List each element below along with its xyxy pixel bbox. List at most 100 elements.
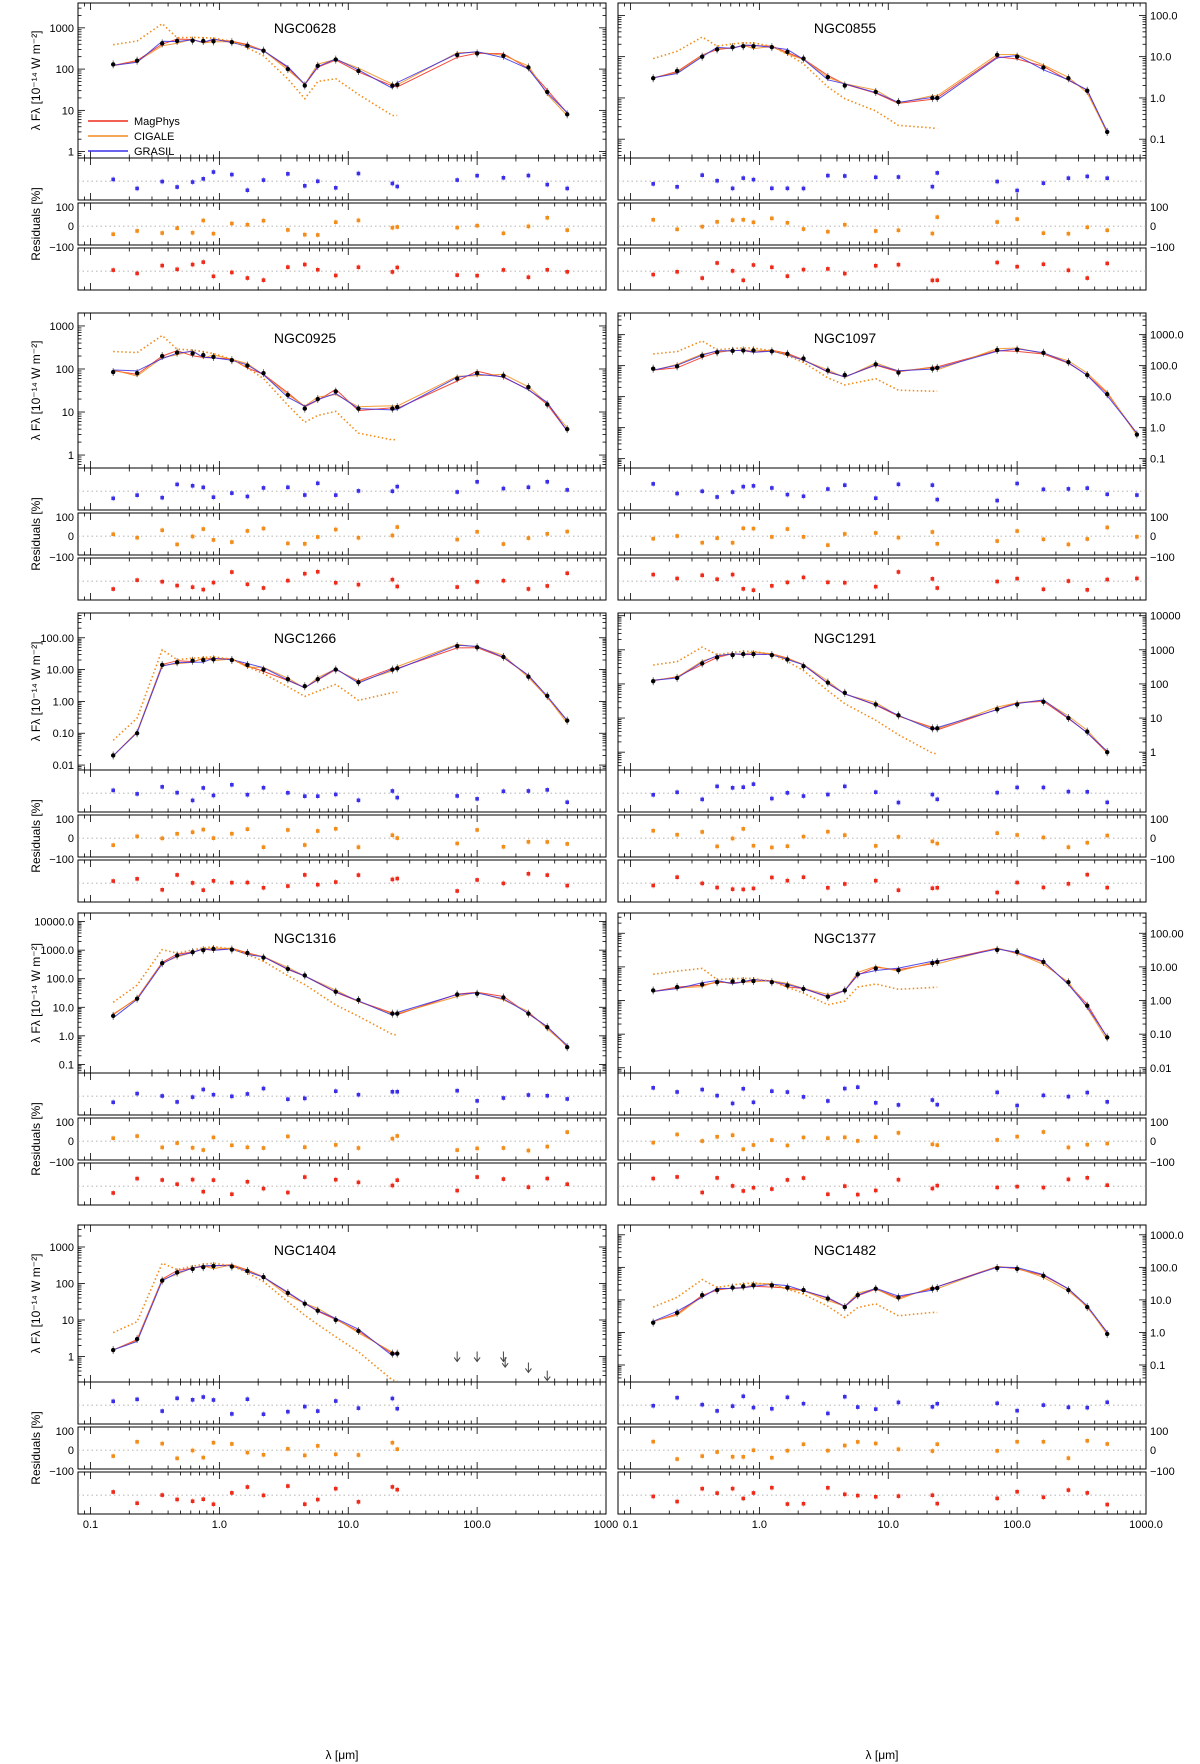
observed-flux-point xyxy=(454,643,460,649)
observed-flux-point xyxy=(801,356,806,361)
residual-point xyxy=(545,873,550,877)
observed-flux-point xyxy=(245,950,250,956)
residual-point xyxy=(675,491,679,496)
residual-frame xyxy=(77,1117,607,1161)
residual-point xyxy=(211,231,216,236)
observed-flux-point xyxy=(1014,702,1020,707)
residual-point xyxy=(565,883,570,888)
residual-point xyxy=(475,529,479,534)
observed-flux-point xyxy=(699,353,705,358)
observed-flux-point xyxy=(526,1011,531,1016)
residual-point xyxy=(675,1090,679,1094)
residual-point xyxy=(245,827,250,831)
residual-point xyxy=(315,481,320,486)
residual-point xyxy=(190,881,195,885)
residual-point xyxy=(211,836,216,840)
galaxy-title: NGC0925 xyxy=(274,330,336,346)
residual-point xyxy=(715,885,719,890)
residual-point xyxy=(770,216,774,221)
observed-flux-point xyxy=(201,657,206,663)
observed-flux-point xyxy=(873,966,878,971)
residual-point xyxy=(395,484,400,489)
residual-point xyxy=(395,1089,400,1094)
residual-point xyxy=(855,1192,860,1197)
observed-flux-point xyxy=(1085,1003,1090,1008)
residual-point xyxy=(390,270,395,274)
grasil-model-line xyxy=(112,948,568,1046)
residual-point xyxy=(526,275,531,280)
observed-flux-point xyxy=(545,693,550,699)
residual-point xyxy=(286,485,290,490)
sed-plot-frame xyxy=(617,312,1147,469)
residual-point xyxy=(211,1135,216,1140)
sed-panel-NGC1266: NGC1266 0.01 0.10 1.00 10.00 100.00 xyxy=(40,612,607,772)
cigale-model-line xyxy=(113,350,568,429)
residual-point xyxy=(896,535,901,540)
residual-tick-label: 100 xyxy=(56,202,74,214)
residual-point xyxy=(261,1186,266,1191)
cigale-model-line xyxy=(112,947,568,1047)
residual-point xyxy=(801,494,806,499)
residual-point xyxy=(1015,880,1019,885)
residual-point xyxy=(1085,840,1090,845)
residual-point xyxy=(873,229,878,233)
observed-flux-point xyxy=(315,396,320,402)
residual-tick-label: 0 xyxy=(1150,221,1156,233)
residual-point xyxy=(286,884,290,888)
residual-point xyxy=(390,833,395,838)
residual-point xyxy=(455,225,459,230)
residual-point xyxy=(390,225,395,230)
residual-point xyxy=(651,883,655,888)
residual-point xyxy=(475,1175,479,1179)
observed-flux-point xyxy=(751,978,756,984)
y-tick-label: 1.0 xyxy=(59,1031,74,1043)
residual-point xyxy=(896,888,901,892)
residual-point xyxy=(751,177,756,182)
residual-point xyxy=(842,1184,847,1188)
residual-point xyxy=(1105,1183,1110,1188)
observed-flux-point xyxy=(333,389,338,394)
legend-label-magphys: MagPhys xyxy=(134,116,180,128)
residual-point xyxy=(302,1175,307,1179)
residual-point xyxy=(315,882,320,887)
residual-point xyxy=(896,482,901,487)
observed-flux-point xyxy=(1105,129,1110,135)
residual-point xyxy=(455,537,459,542)
observed-flux-point xyxy=(110,1013,116,1019)
residual-point xyxy=(1105,525,1110,530)
residual-point xyxy=(730,490,735,494)
residual-point xyxy=(501,1146,506,1150)
observed-flux-point xyxy=(896,967,901,973)
residual-point xyxy=(135,792,139,796)
residual-point xyxy=(651,1086,655,1090)
residual-point xyxy=(715,536,719,540)
observed-flux-point xyxy=(190,351,195,356)
residual-point xyxy=(1066,176,1071,180)
residual-frame xyxy=(77,512,607,556)
residual-tick-label: −100 xyxy=(1150,1157,1175,1169)
residual-point xyxy=(190,180,195,184)
residual-point xyxy=(302,262,307,267)
residual-point xyxy=(675,576,679,581)
residual-point xyxy=(1015,785,1019,790)
residual-point xyxy=(315,179,320,184)
model-curves xyxy=(653,947,1108,1041)
residual-point xyxy=(501,578,506,583)
residual-point xyxy=(1085,872,1090,877)
residual-point xyxy=(160,887,164,892)
observed-flux-point xyxy=(454,52,460,58)
residual-point xyxy=(160,495,164,500)
observed-flux-point xyxy=(302,973,307,978)
residual-point xyxy=(896,175,901,179)
observed-flux-point xyxy=(474,370,480,376)
y-tick-label: 100.00 xyxy=(40,633,74,645)
unattenuated-stellar-line xyxy=(652,36,938,130)
residual-point xyxy=(1105,577,1110,582)
magphys-model-line xyxy=(112,1264,398,1355)
residual-point xyxy=(501,231,506,236)
residual-point xyxy=(501,542,506,546)
residual-point xyxy=(526,173,531,178)
residual-tick-label: 0 xyxy=(68,833,74,845)
residual-point xyxy=(1041,1093,1046,1098)
residual-point xyxy=(302,571,307,576)
